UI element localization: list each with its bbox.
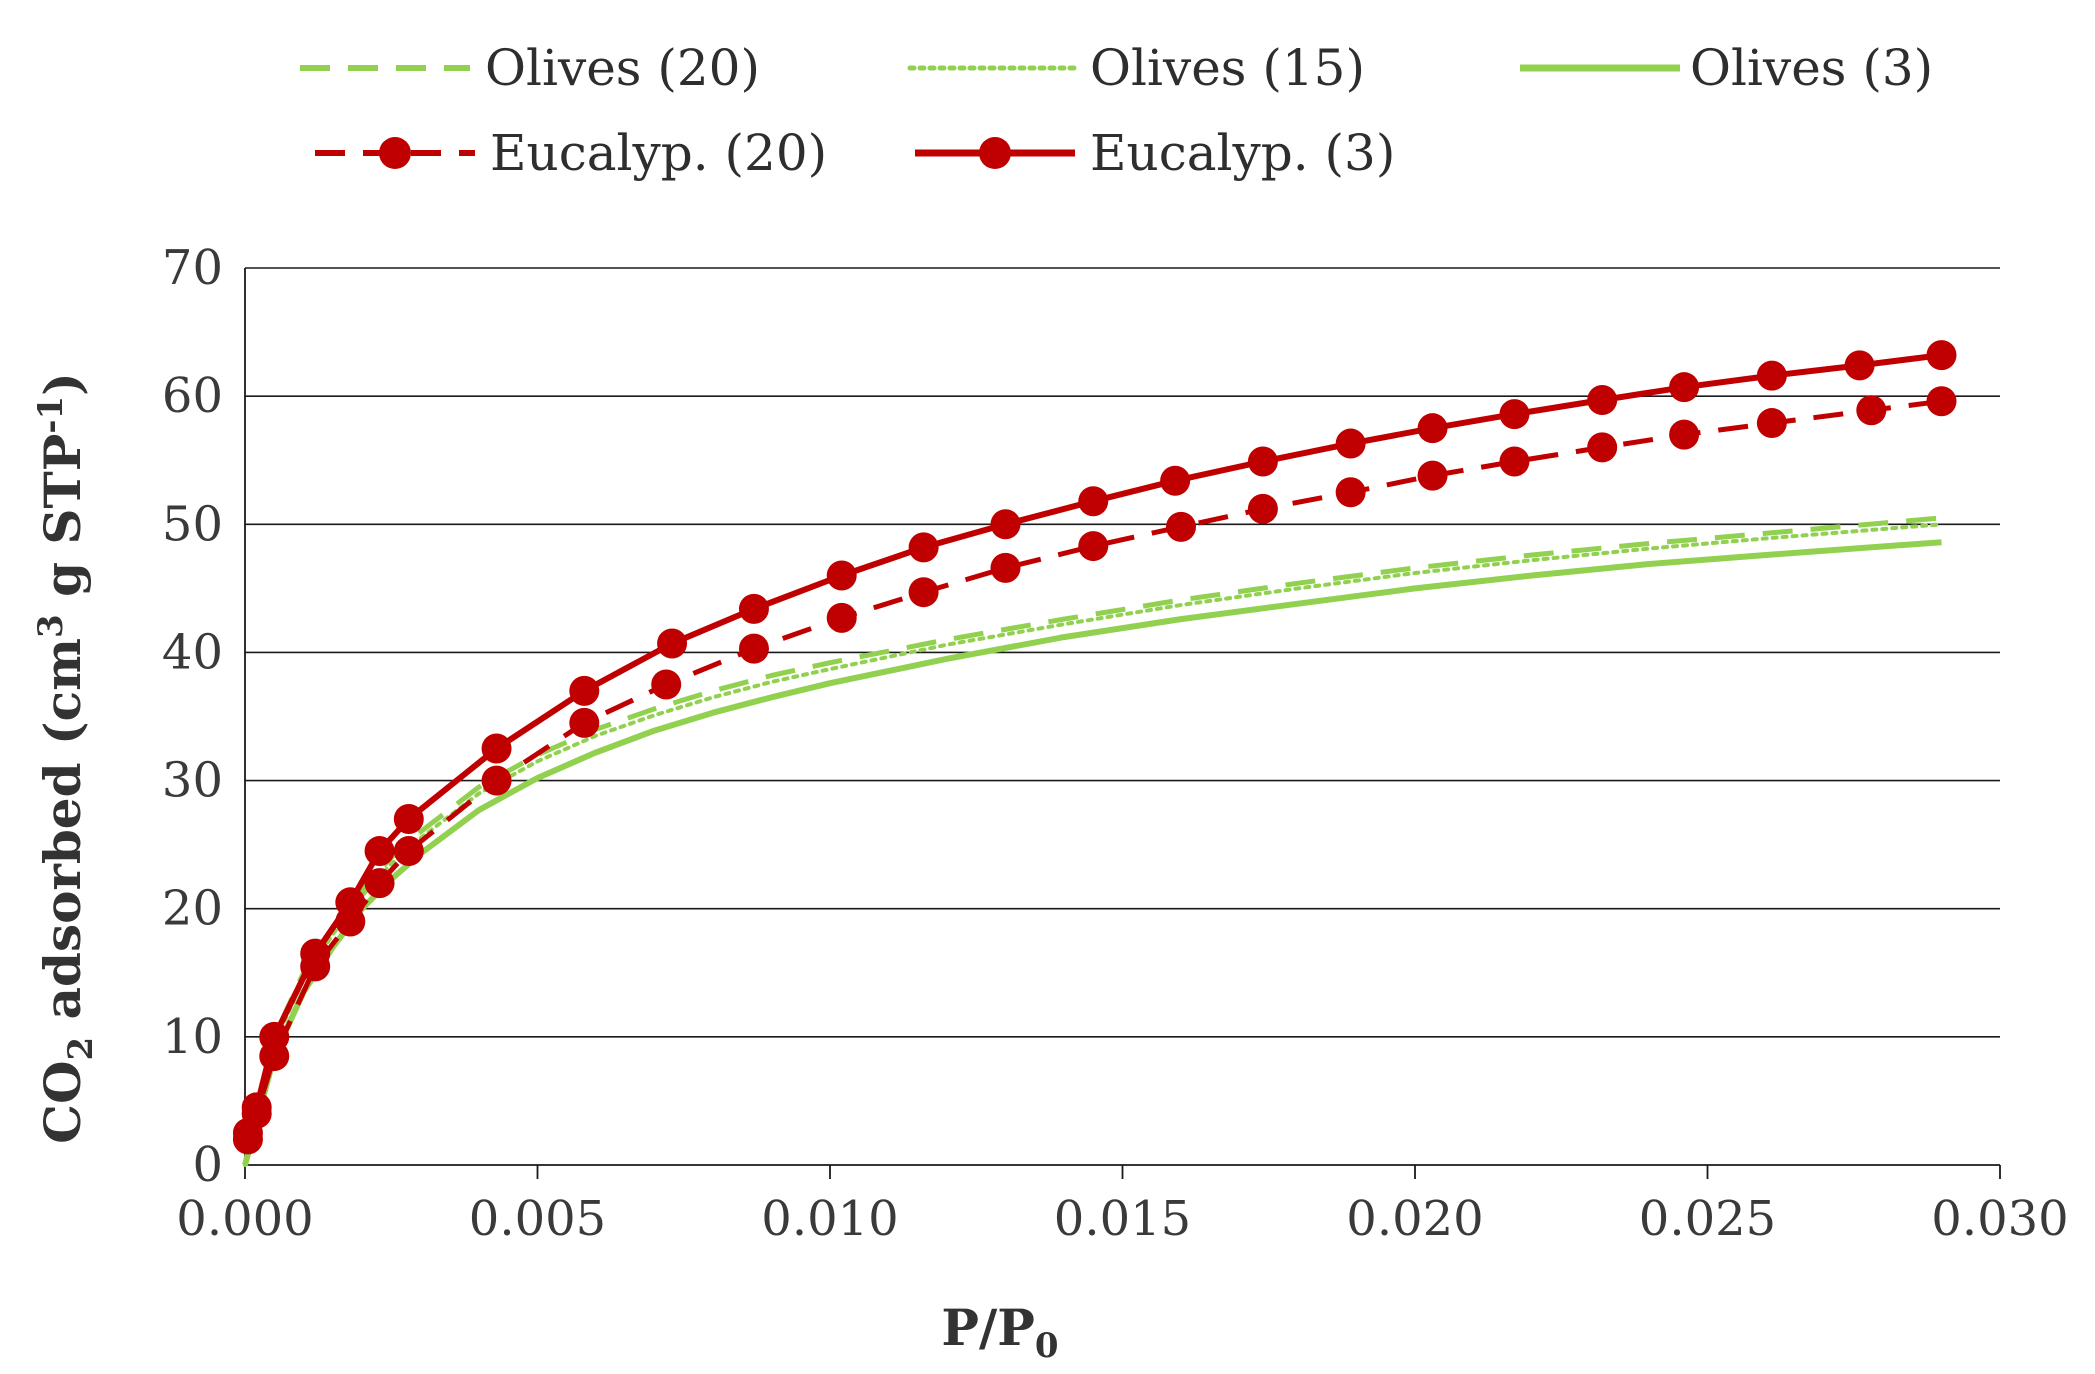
data-point xyxy=(990,509,1021,540)
data-point xyxy=(908,532,939,563)
data-point xyxy=(1078,486,1109,517)
data-point xyxy=(1417,460,1448,491)
y-axis-title: CO2 adsorbed (cm3 g STP-1) xyxy=(31,372,101,1144)
data-point xyxy=(657,628,688,659)
data-point xyxy=(241,1092,272,1123)
axes xyxy=(244,268,2001,1179)
data-point xyxy=(1247,493,1278,524)
y-tick-label: 60 xyxy=(162,368,223,424)
y-tick-label: 20 xyxy=(162,881,223,937)
x-tick-label: 0.030 xyxy=(1931,1191,2068,1247)
series-olives-20 xyxy=(242,515,1942,1166)
data-point xyxy=(569,707,600,738)
data-point xyxy=(259,1021,290,1052)
data-point xyxy=(1499,446,1530,477)
data-point xyxy=(364,868,395,899)
legend-marker xyxy=(379,137,411,169)
y-tick-label: 70 xyxy=(162,240,223,296)
y-axis-title-gstp: g STP xyxy=(33,434,92,615)
data-point xyxy=(393,804,424,835)
data-point xyxy=(364,836,395,867)
tick-labels: 0 10 20 30 40 50 60 70 0.000 0.005 0.010 0.015 0.020… xyxy=(162,240,2069,1247)
data-point xyxy=(826,560,857,591)
x-tick-label: 0.000 xyxy=(176,1191,313,1247)
data-point xyxy=(738,593,769,624)
series-eucalyp-3 xyxy=(232,340,1957,1148)
data-point xyxy=(1587,384,1618,415)
data-point xyxy=(738,633,769,664)
legend-label: Olives (20) xyxy=(485,39,760,97)
data-point xyxy=(1844,350,1875,381)
y-tick-label: 40 xyxy=(162,624,223,680)
x-tick-label: 0.025 xyxy=(1639,1191,1776,1247)
data-point xyxy=(1335,477,1366,508)
series-olives-15 xyxy=(243,522,1944,1167)
data-point xyxy=(1335,428,1366,459)
y-axis-title-sup3: 3 xyxy=(31,614,71,638)
y-tick-label: 10 xyxy=(162,1009,223,1065)
series-line xyxy=(242,515,1942,1166)
data-point xyxy=(335,887,366,918)
series-area xyxy=(232,340,1957,1167)
x-tick-label: 0.020 xyxy=(1346,1191,1483,1247)
y-tick-label: 0 xyxy=(192,1137,223,1193)
data-point xyxy=(1926,386,1957,417)
data-point xyxy=(1756,360,1787,391)
data-point xyxy=(1856,395,1887,426)
data-point xyxy=(569,675,600,706)
legend-item: Eucalyp. (3) xyxy=(915,124,1395,182)
gridlines xyxy=(245,267,2000,1038)
data-point xyxy=(300,938,331,969)
x-axis-title-sub: 0 xyxy=(1035,1326,1059,1366)
legend: Olives (20) Olives (15) Olives (3) Eucalyp.… xyxy=(300,39,1933,182)
data-point xyxy=(1078,531,1109,562)
data-point xyxy=(481,765,512,796)
x-tick-label: 0.010 xyxy=(761,1191,898,1247)
data-point xyxy=(1166,511,1196,542)
data-point xyxy=(1160,465,1191,496)
data-point xyxy=(1499,399,1530,430)
data-point xyxy=(393,836,424,867)
y-axis-title-sup-minus1: -1 xyxy=(31,396,71,434)
legend-label: Eucalyp. (20) xyxy=(490,124,827,182)
data-point xyxy=(826,602,857,633)
y-axis-title-close: ) xyxy=(33,372,92,396)
y-tick-label: 50 xyxy=(162,496,223,552)
legend-label: Eucalyp. (3) xyxy=(1090,124,1395,182)
data-point xyxy=(1756,408,1787,439)
legend-item: Olives (3) xyxy=(1520,39,1933,97)
series-line xyxy=(242,539,1942,1166)
y-axis-title-co: CO xyxy=(33,1060,92,1143)
data-point xyxy=(1247,446,1278,477)
data-point xyxy=(1587,432,1618,463)
legend-item: Olives (15) xyxy=(907,39,1365,97)
series-line xyxy=(243,522,1944,1167)
y-axis-title-sub2: 2 xyxy=(61,1037,101,1061)
data-point xyxy=(232,1117,263,1148)
data-point xyxy=(1926,340,1957,371)
legend-marker xyxy=(979,137,1011,169)
data-point xyxy=(1669,419,1700,450)
x-tick-label: 0.005 xyxy=(469,1191,606,1247)
data-point xyxy=(1669,372,1700,403)
y-axis-title-adsorbed: adsorbed (cm xyxy=(33,638,92,1037)
data-point xyxy=(990,552,1021,583)
legend-item: Olives (20) xyxy=(300,39,760,97)
x-axis-title: P/P0 xyxy=(941,1298,1058,1366)
legend-label: Olives (15) xyxy=(1090,39,1365,97)
data-point xyxy=(1417,413,1448,444)
data-point xyxy=(651,669,682,700)
y-tick-label: 30 xyxy=(162,753,223,809)
x-tick-label: 0.015 xyxy=(1054,1191,1191,1247)
data-point xyxy=(908,577,939,608)
x-axis-title-main: P/P xyxy=(941,1298,1034,1357)
data-point xyxy=(481,733,512,764)
legend-item: Eucalyp. (20) xyxy=(315,124,827,182)
legend-label: Olives (3) xyxy=(1690,39,1933,97)
series-olives-3 xyxy=(242,539,1942,1166)
